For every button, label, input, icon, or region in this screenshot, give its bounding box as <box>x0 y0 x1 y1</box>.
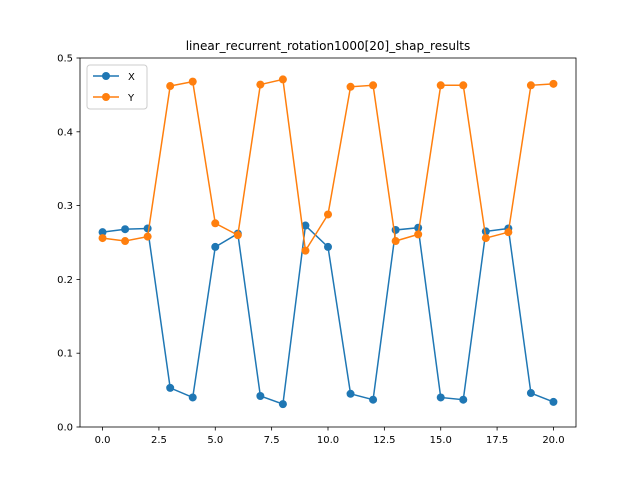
data-point-y <box>256 80 265 89</box>
data-point-x <box>166 383 175 392</box>
legend: XY <box>86 64 148 110</box>
data-point-y <box>188 77 197 86</box>
legend-marker-x <box>102 72 110 80</box>
data-point-y <box>211 219 220 228</box>
data-point-x <box>324 242 332 251</box>
x-tick-label: 5.0 <box>207 435 223 446</box>
y-tick-label: 0.0 <box>57 423 73 434</box>
data-point-x <box>278 400 287 409</box>
data-point-y <box>233 231 242 240</box>
data-point-x <box>98 228 107 237</box>
data-point-y <box>121 237 130 246</box>
data-point-x <box>369 395 378 404</box>
x-tick-label: 10.0 <box>317 435 339 446</box>
data-point-x <box>436 393 445 402</box>
data-point-y <box>436 81 445 90</box>
data-point-y <box>324 210 332 219</box>
legend-marker-y <box>102 93 110 101</box>
x-tick-label: 2.5 <box>151 435 167 446</box>
legend-box <box>86 64 148 110</box>
data-point-y <box>301 246 310 255</box>
chart-title: linear_recurrent_rotation1000[20]_shap_r… <box>186 39 471 53</box>
x-tick-label: 0.0 <box>95 435 111 446</box>
data-point-y <box>391 237 400 246</box>
y-tick-label: 0.4 <box>57 127 73 138</box>
x-tick-label: 17.5 <box>486 435 508 446</box>
axes: 0.0 2.5 5.0 7.5 10.0 12.5 15.0 17.5 20.0 0.0 0.1 0.… <box>57 54 577 446</box>
series-line-y <box>102 78 554 253</box>
series-line-x <box>102 223 554 406</box>
x-tick-label: 7.5 <box>264 435 280 446</box>
axes-frame <box>79 57 577 428</box>
data-point-x <box>301 221 310 230</box>
data-point-x <box>256 392 265 400</box>
data-point-y <box>414 230 423 239</box>
data-point-y <box>459 81 468 90</box>
data-point-x <box>549 397 558 406</box>
data-point-x <box>459 395 468 404</box>
y-tick-label: 0.2 <box>57 275 73 286</box>
x-tick-label: 15.0 <box>430 435 452 446</box>
data-point-y <box>526 81 535 90</box>
plot-area <box>98 75 558 409</box>
legend-label-y: Y <box>127 93 135 104</box>
data-point-y <box>278 75 287 84</box>
data-point-y <box>549 79 558 88</box>
x-tick-label: 20.0 <box>542 435 564 446</box>
data-point-y <box>504 228 513 237</box>
data-point-y <box>369 81 378 90</box>
data-point-x <box>121 225 130 234</box>
y-tick-label: 0.1 <box>57 349 73 360</box>
data-point-y <box>166 82 175 91</box>
x-tick-label: 12.5 <box>373 435 395 446</box>
data-point-y <box>346 82 355 91</box>
data-point-y <box>98 234 107 243</box>
data-point-y <box>481 234 490 243</box>
y-tick-label: 0.3 <box>57 201 73 212</box>
data-point-x <box>346 389 355 398</box>
data-point-x <box>391 225 400 234</box>
data-point-x <box>143 224 152 233</box>
data-point-x <box>526 389 535 398</box>
data-point-x <box>188 393 197 402</box>
y-tick-label: 0.5 <box>57 54 73 65</box>
data-point-x <box>211 242 220 251</box>
data-point-y <box>143 232 152 241</box>
legend-label-x: X <box>128 72 135 83</box>
